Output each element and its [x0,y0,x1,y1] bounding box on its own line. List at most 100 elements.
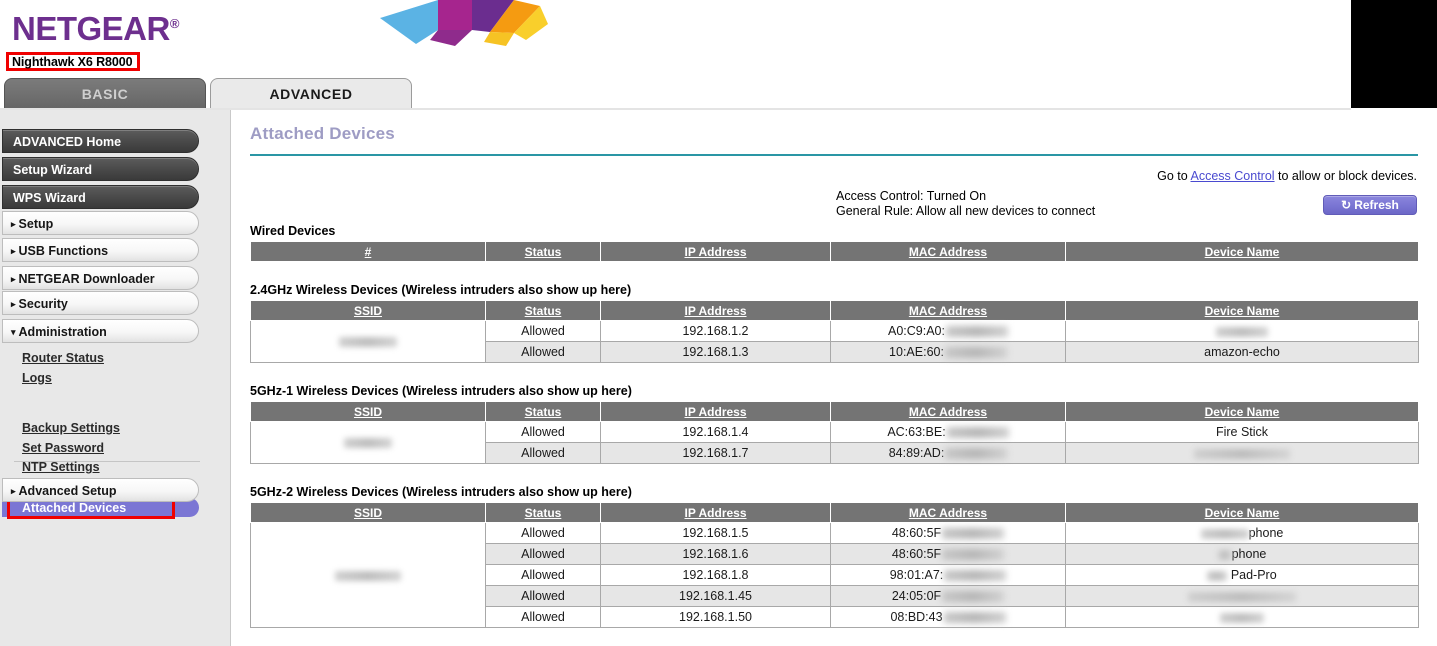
sidebar-divider [14,461,200,462]
column-header-number[interactable]: # [250,241,486,262]
sidebar-section-label: Security [18,297,68,311]
mac-cell: 48:60:5F [830,522,1066,544]
sidebar-item-ntp-settings[interactable]: NTP Settings [22,460,100,474]
sidebar-section-label: Administration [18,325,107,339]
column-header-mac[interactable]: MAC Address [830,241,1066,262]
main-tabs: BASIC ADVANCED [0,78,1437,110]
column-header-status[interactable]: Status [485,241,601,262]
status-cell: Allowed [485,341,601,363]
mac-cell: 98:01:A7: [830,564,1066,586]
ssid-cell [250,320,486,363]
column-header-mac[interactable]: MAC Address [830,502,1066,523]
sidebar-item-set-password[interactable]: Set Password [22,441,104,455]
table-24ghz-devices: SSID Status IP Address MAC Address Devic… [250,300,1419,363]
redacted-mac-suffix [944,347,1007,359]
table-header-row: SSID Status IP Address MAC Address Devic… [250,300,1419,321]
section-title-5ghz-2: 5GHz-2 Wireless Devices (Wireless intrud… [250,485,632,499]
sidebar-item-backup-settings[interactable]: Backup Settings [22,421,120,435]
column-header-device-name[interactable]: Device Name [1065,300,1419,321]
sidebar-item-logs[interactable]: Logs [22,371,52,385]
status-cell: Allowed [485,320,601,342]
table-row: Allowed 192.168.1.6 48:60:5F phone [251,543,1419,565]
sidebar-item-wps-wizard[interactable]: WPS Wizard [2,185,199,209]
redacted-mac-suffix [942,549,1005,561]
column-header-ip[interactable]: IP Address [600,300,831,321]
sidebar-section-advanced-setup[interactable]: ▸ Advanced Setup [2,478,199,502]
redacted-device-name [1216,326,1268,337]
table-row: Allowed 192.168.1.5 48:60:5F phone [250,522,1419,628]
redacted-device-name-prefix [1200,528,1249,539]
table-row: Allowed 192.168.1.45 24:05:0F [251,585,1419,607]
column-header-ip[interactable]: IP Address [600,241,831,262]
device-name-suffix: Pad-Pro [1230,568,1277,582]
table-header-row: # Status IP Address MAC Address Device N… [250,241,1419,262]
device-name-suffix: phone [1231,547,1267,561]
redacted-mac-suffix [942,591,1005,603]
redacted-ssid [344,438,392,449]
redacted-device-name-prefix [1217,549,1232,560]
access-control-link[interactable]: Access Control [1190,169,1275,183]
table-row: Allowed 192.168.1.4 AC:63:BE: Fire Stick [250,421,1419,464]
sidebar-item-router-status[interactable]: Router Status [22,351,104,365]
status-cell: Allowed [485,606,601,628]
mac-cell: 24:05:0F [830,585,1066,607]
column-header-device-name[interactable]: Device Name [1065,241,1419,262]
column-header-device-name[interactable]: Device Name [1065,401,1419,422]
goto-suffix: to allow or block devices. [1274,169,1417,183]
ssid-cell [250,421,486,464]
sidebar-nav: ADVANCED Home Setup Wizard WPS Wizard ▸ S… [0,110,231,646]
status-cell: Allowed [485,543,601,565]
mac-cell: 48:60:5F [830,543,1066,565]
sidebar-section-security[interactable]: ▸ Security [2,291,199,315]
tab-basic[interactable]: BASIC [4,78,206,110]
ssid-cell [250,522,486,628]
column-header-ssid[interactable]: SSID [250,300,486,321]
page-header: NETGEAR® Nighthawk X6 R8000 [0,0,1437,108]
table-row: Allowed 192.168.1.50 08:BD:43 [251,606,1419,628]
column-header-status[interactable]: Status [485,502,601,523]
netgear-logo: NETGEAR® [12,10,179,48]
sidebar-section-usb-functions[interactable]: ▸ USB Functions [2,238,199,262]
sidebar-item-setup-wizard[interactable]: Setup Wizard [2,157,199,181]
redacted-device-name [1188,591,1296,602]
sidebar-item-attached-devices[interactable]: Attached Devices [22,501,127,515]
access-control-status: Access Control: Turned On [836,189,987,203]
column-header-status[interactable]: Status [485,300,601,321]
column-header-mac[interactable]: MAC Address [830,300,1066,321]
redacted-mac-suffix [944,570,1007,582]
sidebar-section-label: Advanced Setup [18,484,117,498]
status-cell: Allowed [485,585,601,607]
sidebar-item-advanced-home[interactable]: ADVANCED Home [2,129,199,153]
refresh-label: Refresh [1354,198,1399,212]
refresh-button[interactable]: ↻ Refresh [1323,195,1417,215]
registered-mark: ® [169,16,180,31]
mac-cell: 10:AE:60: [830,341,1066,363]
column-header-device-name[interactable]: Device Name [1065,502,1419,523]
goto-prefix: Go to [1157,169,1191,183]
device-name-cell: Fire Stick [1065,421,1419,443]
page-title: Attached Devices [250,124,395,143]
column-header-ssid[interactable]: SSID [250,502,486,523]
column-header-ip[interactable]: IP Address [600,502,831,523]
table-row: Allowed 192.168.1.2 A0:C9:A0: [250,320,1419,363]
tab-advanced[interactable]: ADVANCED [210,78,412,110]
column-header-ip[interactable]: IP Address [600,401,831,422]
column-header-status[interactable]: Status [485,401,601,422]
redacted-mac-suffix [945,326,1008,338]
sidebar-section-netgear-downloader[interactable]: ▸ NETGEAR Downloader [2,266,199,290]
table-5ghz1-devices: SSID Status IP Address MAC Address Devic… [250,401,1419,464]
redacted-ssid [339,337,397,348]
table-row: Allowed 192.168.1.7 84:89:AD: [251,442,1419,464]
column-header-ssid[interactable]: SSID [250,401,486,422]
chevron-right-icon: ▸ [11,274,16,284]
column-header-mac[interactable]: MAC Address [830,401,1066,422]
sidebar-section-administration[interactable]: ▾ Administration [2,319,199,343]
sidebar-section-setup[interactable]: ▸ Setup [2,211,199,235]
sidebar-section-label: NETGEAR Downloader [18,272,155,286]
mac-cell: A0:C9:A0: [830,320,1066,342]
refresh-icon: ↻ [1341,198,1352,212]
section-title-24ghz: 2.4GHz Wireless Devices (Wireless intrud… [250,283,632,297]
table-header-row: SSID Status IP Address MAC Address Devic… [250,401,1419,422]
ip-cell: 192.168.1.45 [600,585,831,607]
status-cell: Allowed [485,564,601,586]
